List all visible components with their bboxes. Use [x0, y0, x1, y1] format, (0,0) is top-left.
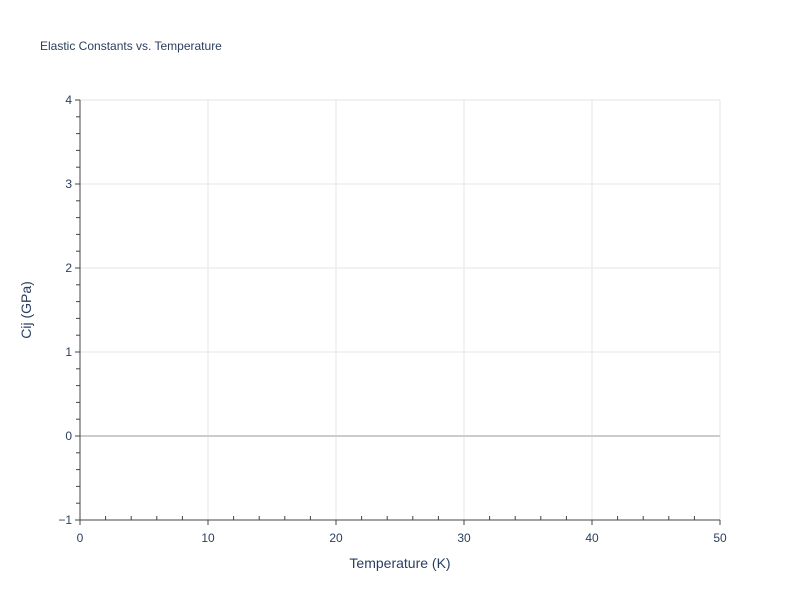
x-tick-label: 50	[713, 531, 727, 545]
x-tick-label: 0	[77, 531, 84, 545]
y-tick-label: 4	[65, 93, 72, 107]
x-axis-label: Temperature (K)	[349, 555, 450, 571]
x-tick-label: 10	[201, 531, 215, 545]
x-tick-label: 30	[457, 531, 471, 545]
x-tick-label: 20	[329, 531, 343, 545]
chart-title: Elastic Constants vs. Temperature	[40, 39, 222, 53]
y-tick-label: 1	[65, 345, 72, 359]
y-tick-label: −1	[58, 513, 72, 527]
y-axis-label: Cij (GPa)	[18, 281, 34, 339]
y-tick-label: 0	[65, 429, 72, 443]
y-tick-label: 2	[65, 261, 72, 275]
y-tick-label: 3	[65, 177, 72, 191]
x-tick-label: 40	[585, 531, 599, 545]
